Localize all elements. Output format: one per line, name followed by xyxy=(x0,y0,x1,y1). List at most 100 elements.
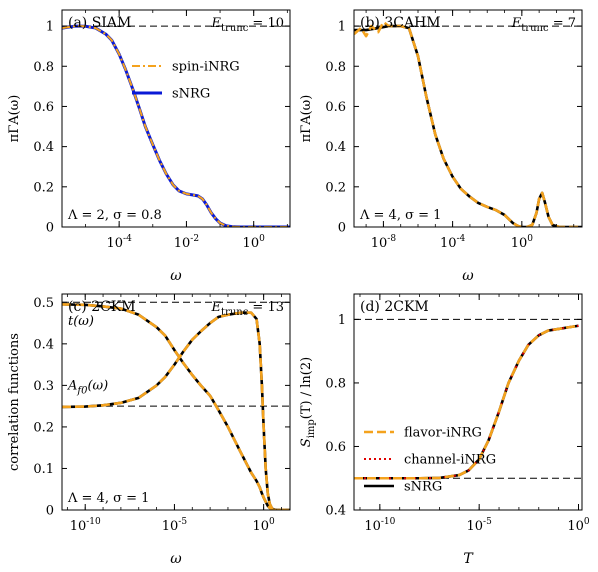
etrunc-subscript: trunc xyxy=(221,23,249,34)
etrunc-value: = 7 xyxy=(549,16,576,31)
y-tick-label: 0.6 xyxy=(325,440,346,455)
y-tick-label: 0.2 xyxy=(33,180,54,195)
x-tick-exponent: -4 xyxy=(123,234,132,244)
etrunc-subscript: trunc xyxy=(521,23,549,34)
series-line-inrg xyxy=(354,20,582,227)
panel-label: (a) SIAM xyxy=(68,15,131,31)
y-tick-label: 1 xyxy=(46,20,54,35)
y-tick-label: 0.8 xyxy=(325,376,346,391)
x-tick-exponent: -5 xyxy=(483,517,492,527)
x-tick-label: 100 xyxy=(243,234,266,251)
series-group xyxy=(354,20,582,227)
legend-label: channel-iNRG xyxy=(404,453,496,468)
x-tick-label: 100 xyxy=(511,234,534,251)
y-tick-label: 0.8 xyxy=(33,60,54,75)
etrunc-symbol: E xyxy=(211,16,222,31)
x-tick-base: 10 xyxy=(162,519,179,534)
x-tick-base: 10 xyxy=(243,236,260,251)
series-line-spin-inrg xyxy=(62,25,290,227)
legend-label: sNRG xyxy=(172,87,210,102)
panel-label: (c) 2CKM xyxy=(68,299,136,315)
etrunc-value: = 13 xyxy=(248,300,284,315)
y-axis-label: Simp(T) / ln(2) xyxy=(299,357,317,447)
x-tick-label: 10-5 xyxy=(162,517,188,534)
series-group xyxy=(354,324,579,480)
x-axis-label: ω xyxy=(462,268,474,284)
y-axis-label: correlation functions xyxy=(7,333,22,471)
y-tick-label: 0.4 xyxy=(33,140,54,155)
x-axis-label: ω xyxy=(170,551,182,567)
x-tick-exponent: 0 xyxy=(269,517,275,527)
etrunc-value: = 10 xyxy=(248,16,284,31)
x-tick-label: 10-10 xyxy=(70,517,101,534)
x-tick-exponent: 0 xyxy=(259,234,265,244)
y-tick-label: 0.5 xyxy=(33,296,54,311)
x-tick-label: 10-8 xyxy=(371,234,397,251)
y-tick-label: 0.2 xyxy=(33,420,54,435)
y-tick-label: 0 xyxy=(338,221,346,236)
legend-label: flavor-iNRG xyxy=(404,426,482,441)
etrunc-annotation: Etrunc = 13 xyxy=(211,300,284,318)
x-tick-label: 100 xyxy=(567,517,590,534)
x-tick-exponent: -8 xyxy=(387,234,396,244)
x-tick-label: 10-10 xyxy=(364,517,395,534)
y-tick-label: 0.6 xyxy=(325,100,346,115)
x-tick-label: 10-4 xyxy=(440,234,466,251)
curve-label-sub: f0 xyxy=(76,385,88,396)
panel-c: 00.10.20.30.40.510-10 10-5 100ωcorrelation… xyxy=(7,293,291,567)
legend-label: spin-iNRG xyxy=(172,60,240,75)
x-tick-base: 10 xyxy=(174,236,191,251)
etrunc-annotation: Etrunc = 10 xyxy=(211,16,284,34)
plot-frame xyxy=(61,293,291,511)
x-tick-base: 10 xyxy=(440,236,457,251)
series-group xyxy=(62,303,290,510)
series-line-flavor-inrg xyxy=(354,324,579,480)
x-tick-label: 100 xyxy=(253,517,276,534)
etrunc-subscript: trunc xyxy=(221,307,249,318)
x-tick-base: 10 xyxy=(106,236,123,251)
y-axis-label: πΓA(ω) xyxy=(299,95,314,143)
curve-label: Af0(ω) xyxy=(67,378,108,396)
y-tick-label: 1 xyxy=(338,313,346,328)
x-tick-exponent: -10 xyxy=(86,517,101,527)
y-tick-label: 0.6 xyxy=(33,100,54,115)
parameters-annotation: Λ = 4, σ = 1 xyxy=(359,208,441,223)
series-line-snrg xyxy=(62,24,290,227)
legend-label: sNRG xyxy=(404,480,442,495)
x-tick-label: 10-2 xyxy=(174,234,199,251)
series-group xyxy=(62,24,290,227)
panel-label: (d) 2CKM xyxy=(360,299,429,315)
y-tick-label: 1 xyxy=(338,20,346,35)
curve-label-main: A xyxy=(67,378,77,393)
y-axis-label: πΓA(ω) xyxy=(7,95,22,143)
etrunc-annotation: Etrunc = 7 xyxy=(511,16,576,34)
y-tick-label: 0 xyxy=(46,504,54,519)
curve-label-rest: (ω) xyxy=(87,378,108,393)
x-tick-base: 10 xyxy=(364,519,381,534)
x-tick-base: 10 xyxy=(371,236,388,251)
etrunc-symbol: E xyxy=(211,300,222,315)
x-tick-base: 10 xyxy=(253,519,270,534)
y-tick-label: 0.8 xyxy=(325,60,346,75)
y-tick-label: 0.4 xyxy=(325,504,346,519)
y-tick-label: 0.3 xyxy=(33,379,54,394)
x-tick-base: 10 xyxy=(567,519,584,534)
y-tick-label: 0.2 xyxy=(325,180,346,195)
plot-frame xyxy=(353,293,583,511)
series-line-snrg xyxy=(354,24,582,227)
series-line-t-inrg xyxy=(62,303,290,510)
y-tick-label: 0.4 xyxy=(325,140,346,155)
y-tick-label: 0 xyxy=(46,221,54,236)
parameters-annotation: Λ = 4, σ = 1 xyxy=(67,491,149,506)
x-tick-exponent: -5 xyxy=(178,517,187,527)
x-tick-exponent: 0 xyxy=(584,517,590,527)
y-tick-label: 0.4 xyxy=(33,337,54,352)
x-tick-base: 10 xyxy=(70,519,87,534)
etrunc-symbol: E xyxy=(511,16,522,31)
y-label-sub: imp xyxy=(306,419,317,438)
y-tick-label: 0.1 xyxy=(33,462,54,477)
